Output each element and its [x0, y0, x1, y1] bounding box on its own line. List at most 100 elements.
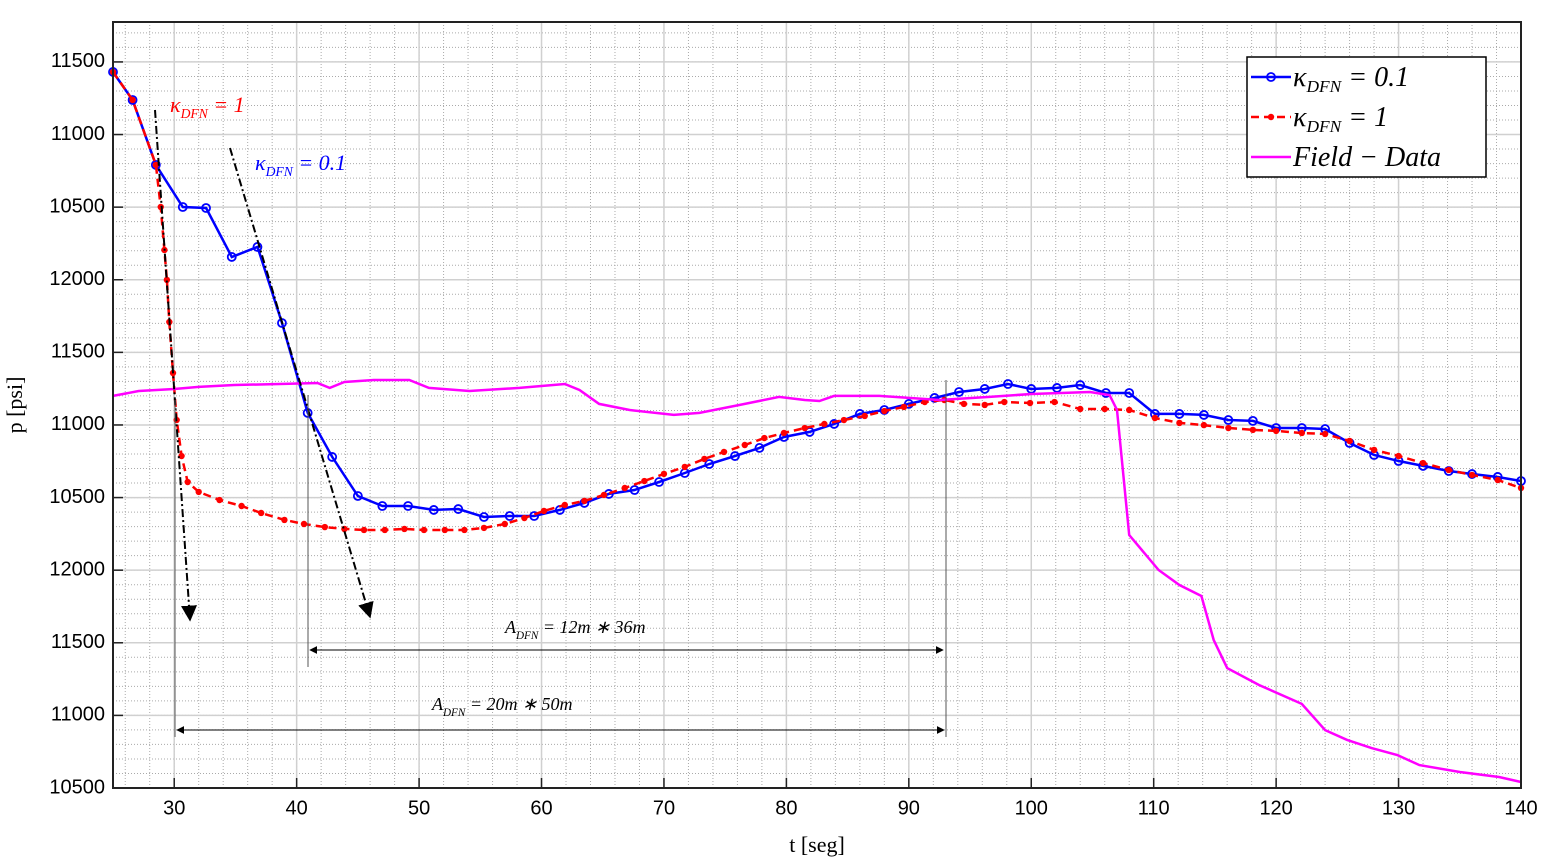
data-point	[1249, 426, 1257, 434]
y-tick-label: 11500	[51, 341, 105, 363]
data-point	[152, 161, 160, 169]
data-point	[321, 523, 329, 531]
data-point	[780, 429, 788, 437]
data-point	[480, 524, 488, 532]
data-point	[201, 203, 211, 213]
data-point	[801, 424, 808, 432]
x-tick-label: 130	[1382, 797, 1415, 819]
annotation: κDFN = 0.1	[255, 150, 346, 179]
data-point	[360, 526, 368, 534]
legend-label: Field − Data	[1292, 142, 1441, 173]
legend-label: κDFN = 1	[1293, 102, 1388, 136]
data-point	[341, 525, 348, 533]
data-point	[900, 403, 908, 411]
data-point	[1174, 409, 1185, 419]
x-tick-label: 90	[898, 797, 920, 819]
series-line	[111, 71, 1522, 519]
data-point	[1346, 437, 1353, 445]
legend-marker	[1266, 72, 1276, 82]
axes-box	[112, 21, 1522, 789]
data-point	[501, 520, 508, 528]
x-tick-label: 100	[1015, 797, 1048, 819]
data-point	[177, 202, 188, 212]
ticks: 30 40 50 60 70 80 90 100 110 120 130 140 10500 11000 1…	[49, 50, 1537, 819]
data-point	[216, 496, 223, 504]
data-point	[1419, 459, 1427, 467]
annotation: ADFN = 20m ∗ 50m	[431, 694, 573, 719]
data-point	[479, 512, 489, 522]
data-point	[504, 511, 515, 521]
data-point	[127, 95, 138, 105]
data-point	[226, 252, 237, 262]
x-tick-label: 40	[286, 797, 308, 819]
data-point	[840, 416, 848, 424]
data-point	[521, 514, 528, 522]
data-point	[960, 400, 968, 408]
y-tick-label: 12000	[49, 268, 105, 290]
data-point	[428, 505, 439, 515]
data-point	[660, 470, 668, 478]
data-point	[629, 485, 640, 495]
data-point	[1026, 399, 1034, 407]
data-point	[281, 516, 288, 524]
data-point	[821, 420, 828, 428]
y-tick-label: 11000	[51, 413, 105, 435]
x-tick-label: 120	[1259, 797, 1292, 819]
trend-arrow	[154, 109, 197, 622]
data-point	[730, 451, 740, 461]
data-point	[1101, 405, 1108, 413]
data-point	[1126, 406, 1133, 414]
data-point	[641, 477, 648, 485]
data-point	[420, 526, 428, 534]
data-point	[681, 463, 688, 471]
x-tick-label: 70	[653, 797, 675, 819]
data-point	[1321, 430, 1329, 438]
data-point	[1075, 380, 1086, 390]
data-point	[701, 455, 708, 463]
guides	[154, 109, 947, 737]
x-tick-label: 140	[1504, 797, 1537, 819]
data-point	[754, 443, 765, 453]
data-point	[1151, 414, 1159, 422]
data-point	[621, 484, 628, 492]
data-point	[829, 419, 840, 429]
annotation: κDFN = 1	[170, 92, 245, 121]
x-axis-label: t [seg]	[789, 832, 845, 857]
data-point	[1001, 398, 1008, 406]
data-point	[1468, 471, 1476, 479]
data-point	[129, 96, 136, 104]
data-point	[401, 525, 408, 533]
annotation: ADFN = 12m ∗ 36m	[504, 617, 646, 642]
series-line	[112, 378, 1522, 784]
data-point	[461, 526, 468, 534]
data-point	[954, 387, 964, 397]
legend-marker	[1267, 113, 1275, 121]
data-point	[184, 478, 191, 486]
y-tick-label: 10500	[49, 776, 105, 798]
data-point	[1077, 405, 1084, 413]
data-point	[1051, 398, 1058, 406]
data-point	[403, 501, 413, 511]
y-tick-label: 11000	[51, 123, 105, 145]
y-tick-label: 10500	[49, 195, 105, 217]
data-point	[1225, 424, 1232, 432]
x-tick-label: 50	[408, 797, 430, 819]
legend: κDFN = 0.1 κDFN = 1 Field − Data	[1246, 56, 1487, 178]
legend-label: κDFN = 0.1	[1293, 62, 1409, 96]
data-point	[704, 459, 715, 469]
data-point	[352, 491, 363, 501]
x-tick-label: 30	[163, 797, 185, 819]
data-point	[1223, 415, 1234, 425]
x-tick-label: 60	[530, 797, 552, 819]
data-point	[540, 507, 548, 515]
data-point	[654, 477, 664, 487]
x-tick-label: 80	[775, 797, 797, 819]
y-tick-label: 11000	[51, 704, 105, 726]
data-point	[257, 509, 265, 517]
data-point	[600, 491, 608, 499]
data-point	[377, 501, 388, 511]
data-point	[1395, 452, 1402, 460]
y-axis-label: p [psi]	[2, 377, 27, 434]
data-point	[921, 398, 928, 406]
